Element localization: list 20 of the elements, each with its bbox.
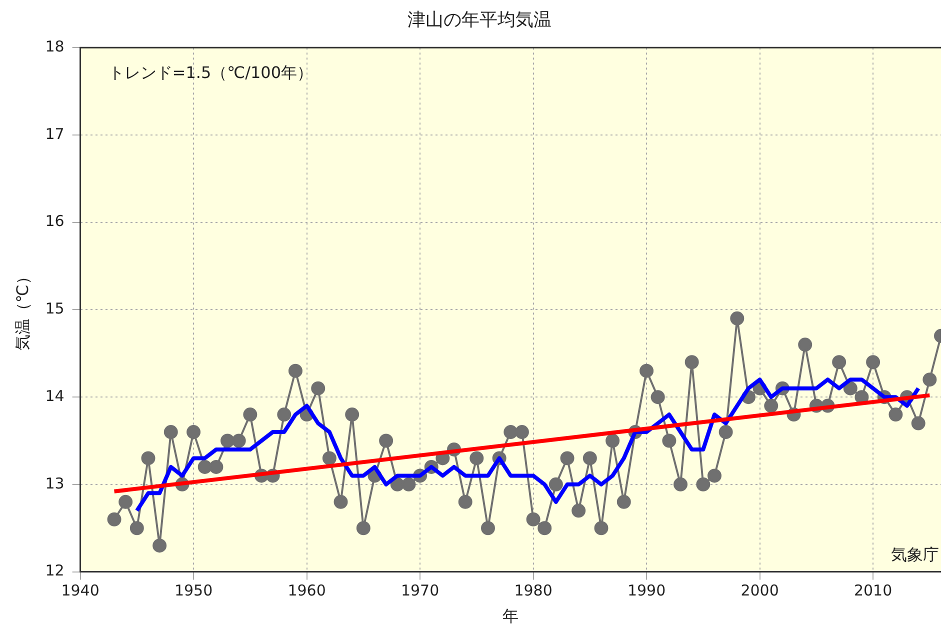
chart-title: 津山の年平均気温	[408, 9, 552, 30]
x-tick-label: 1960	[288, 582, 326, 600]
x-tick-label: 1990	[627, 582, 666, 600]
y-tick-label: 13	[45, 474, 64, 492]
x-tick-label: 2010	[854, 582, 892, 600]
y-tick-label: 17	[45, 124, 64, 143]
x-tick-label: 1980	[514, 582, 552, 600]
y-axis-title: 気温（℃）	[12, 268, 32, 351]
y-tick-label: 12	[45, 562, 64, 580]
x-tick-label: 1940	[61, 582, 100, 600]
x-tick-label: 2000	[740, 582, 779, 600]
y-tick-label: 18	[45, 37, 64, 56]
x-tick-label: 1950	[174, 582, 213, 600]
y-tick-label: 16	[45, 212, 64, 230]
y-tick-label: 15	[45, 300, 64, 318]
annotation: 気象庁	[891, 544, 939, 564]
annotation: トレンド=1.5（℃/100年）	[108, 62, 314, 82]
x-tick-label: 1970	[400, 582, 440, 600]
y-tick-label: 14	[45, 386, 64, 405]
x-axis-title: 年	[502, 606, 519, 626]
